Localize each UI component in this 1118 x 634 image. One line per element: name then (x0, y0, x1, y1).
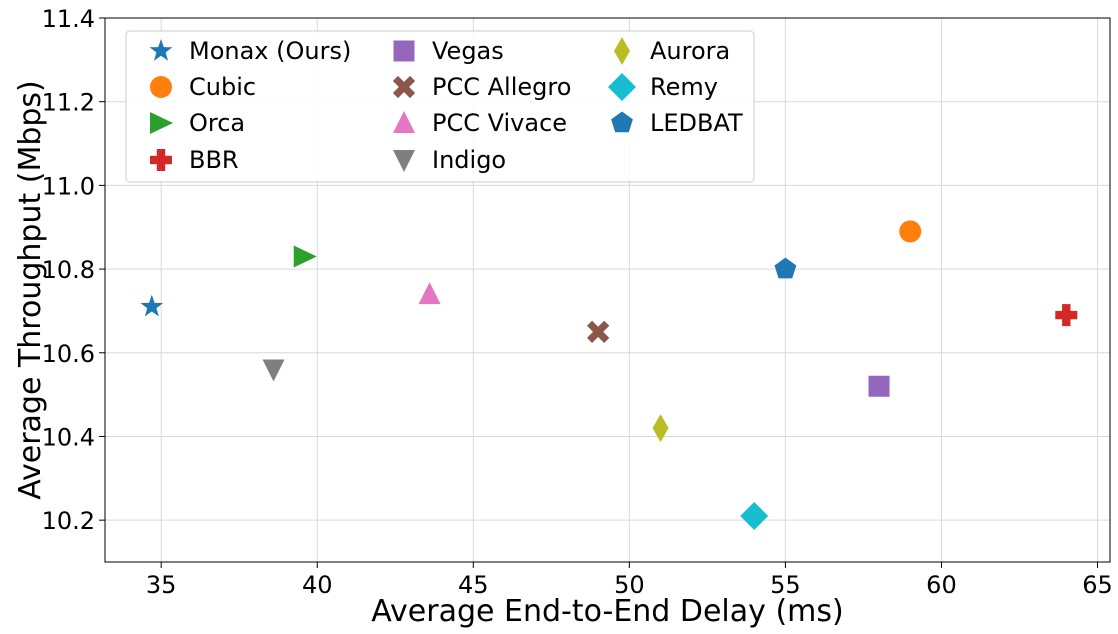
y-tick-label: 11.0 (42, 172, 95, 200)
legend-label-orca: Orca (189, 109, 245, 137)
legend-label-vegas: Vegas (432, 37, 504, 65)
y-tick-label: 10.2 (42, 507, 95, 535)
legend-marker-indigo (393, 150, 415, 172)
legend-label-remy: Remy (650, 73, 718, 101)
x-tick-label: 65 (1082, 571, 1113, 599)
legend-marker-monax-ours (149, 39, 173, 61)
x-tick-label: 40 (302, 571, 333, 599)
legend-label-indigo: Indigo (432, 146, 506, 174)
legend-marker-pcc-allegro (392, 75, 416, 99)
data-points (140, 220, 1078, 530)
x-tick-label: 45 (458, 571, 489, 599)
legend-marker-cubic (150, 76, 172, 98)
legend-marker-orca (150, 112, 173, 134)
point-monax-ours (140, 294, 164, 317)
legend-marker-remy (608, 73, 636, 101)
legend-label-aurora: Aurora (650, 37, 730, 65)
y-tick-label: 10.4 (42, 423, 95, 451)
legend-marker-ledbat (611, 111, 633, 133)
point-cubic (899, 220, 922, 243)
point-remy (740, 501, 769, 530)
x-tick-label: 60 (926, 571, 957, 599)
point-vegas (868, 375, 890, 397)
point-pcc-allegro (586, 320, 610, 343)
x-tick-label: 35 (146, 571, 177, 599)
legend-marker-pcc-vivace (393, 111, 415, 133)
point-aurora (652, 414, 669, 443)
plot-frame (104, 17, 1111, 563)
x-tick-label: 50 (614, 571, 645, 599)
point-indigo (262, 359, 285, 382)
y-tick-label: 10.8 (42, 256, 95, 284)
legend: Monax (Ours) Cubic Orca BBR Vegas PCC Allegro… (125, 30, 755, 183)
legend-label-bbr: BBR (189, 146, 239, 174)
legend-label-ledbat: LEDBAT (650, 109, 743, 137)
point-pcc-vivace (418, 282, 441, 305)
x-axis-label: Average End-to-End Delay (ms) (371, 594, 843, 629)
x-tick-label: 55 (770, 571, 801, 599)
legend-box (125, 30, 755, 183)
legend-label-monax-ours: Monax (Ours) (189, 37, 351, 65)
legend-label-pcc-vivace: PCC Vivace (432, 109, 567, 137)
legend-marker-bbr (150, 149, 172, 171)
legend-label-cubic: Cubic (189, 73, 256, 101)
legend-marker-aurora (614, 37, 630, 65)
legend-label-pcc-allegro: PCC Allegro (432, 73, 571, 101)
legend-marker-vegas (393, 40, 415, 62)
y-tick-label: 11.2 (42, 89, 95, 117)
y-axis-label: Average Throughput (Mbps) (13, 80, 48, 500)
y-tick-label: 10.6 (42, 340, 95, 368)
axis-ticks: 35 40 45 50 55 60 65 10.2 10.4 10.6 10.8 11.0 11.2 11… (42, 5, 1113, 599)
point-ledbat (774, 257, 797, 279)
point-orca (293, 245, 317, 268)
point-bbr (1055, 304, 1078, 327)
y-tick-label: 11.4 (42, 5, 95, 33)
